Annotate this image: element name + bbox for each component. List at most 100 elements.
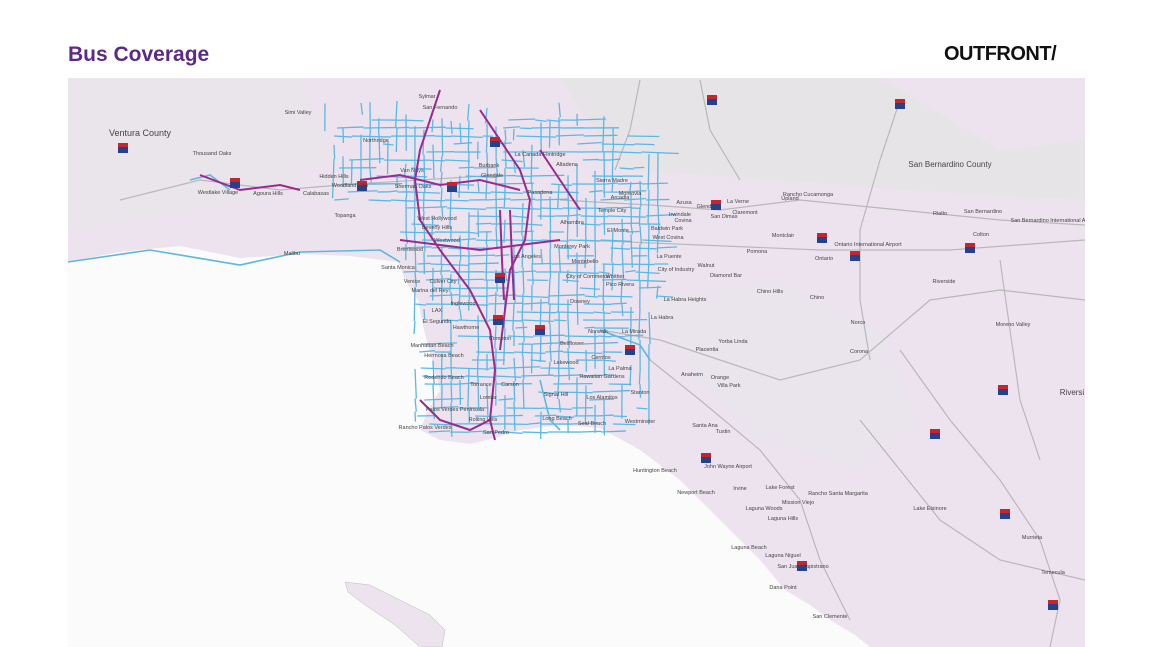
place-label: Bellflower <box>560 341 584 347</box>
bus-route <box>521 149 526 410</box>
place-label: Lakewood <box>553 360 578 366</box>
logo: OUTFRONT/ <box>944 43 1057 65</box>
place-label: Sylmar <box>418 94 435 100</box>
bus-route <box>422 374 614 379</box>
place-label: El Monte <box>607 228 629 234</box>
place-label: Orange <box>711 375 729 381</box>
place-label: Norwalk <box>588 329 608 335</box>
place-label: Walnut <box>698 263 715 269</box>
road <box>999 259 1041 461</box>
place-label: Laguna Hills <box>768 516 799 522</box>
place-label: Rancho Santa Margarita <box>808 491 869 497</box>
place-label: West Hollywood <box>417 216 456 222</box>
shield <box>707 95 717 99</box>
place-label: Cerritos <box>591 355 611 361</box>
place-label: Los Angeles <box>511 254 541 260</box>
bus-route <box>411 222 661 227</box>
bus-route <box>611 127 615 291</box>
shield <box>930 433 940 439</box>
place-label: Sierra Madre <box>596 178 628 184</box>
place-label: Long Beach <box>542 416 571 422</box>
bus-route <box>371 118 607 123</box>
shield <box>998 389 1008 395</box>
bus-route <box>629 181 634 386</box>
road <box>699 79 741 181</box>
place-label: John Wayne Airport <box>704 464 752 470</box>
bus-route <box>620 218 625 419</box>
place-label: Montclair <box>772 233 794 239</box>
place-label: La Palma <box>608 366 632 372</box>
shield <box>1048 604 1058 610</box>
place-label: Hidden Hills <box>319 174 349 180</box>
place-label: Compton <box>489 336 511 342</box>
bus-route <box>395 100 399 188</box>
place-label: Temple City <box>598 208 627 214</box>
shield <box>118 143 128 147</box>
bus-route-primary <box>499 209 505 301</box>
place-label: San Juan Capistrano <box>777 564 828 570</box>
place-label: Laguna Niguel <box>765 553 800 559</box>
bus-route <box>350 160 353 184</box>
shield <box>230 178 240 182</box>
place-label: Laguna Woods <box>746 506 783 512</box>
bus-route <box>369 102 372 183</box>
place-label: Newport Beach <box>677 490 715 496</box>
place-label: Culver City <box>430 279 457 285</box>
region-label: Ventura County <box>109 128 172 138</box>
shield <box>930 429 940 433</box>
bus-route <box>566 175 571 434</box>
place-label: Torrance <box>470 382 491 388</box>
place-label: Rialto <box>933 211 947 217</box>
shield <box>895 99 905 103</box>
road <box>859 99 901 361</box>
place-label: El Segundo <box>423 319 451 325</box>
bus-route <box>599 329 651 361</box>
shield <box>895 103 905 109</box>
shield <box>447 186 457 192</box>
region-label: Riversi <box>1060 388 1085 397</box>
place-label: Brentwood <box>397 247 423 253</box>
bus-route <box>422 341 619 345</box>
place-label: La Habra Heights <box>664 297 707 303</box>
bus-route-primary <box>413 89 497 441</box>
place-label: Hawaiian Gardens <box>579 374 624 380</box>
shield <box>850 251 860 255</box>
bus-route <box>68 249 401 266</box>
place-label: Ontario International Airport <box>834 242 902 248</box>
place-label: Calabasas <box>303 191 329 197</box>
shield <box>490 141 500 147</box>
place-label: Monrovia <box>619 191 643 197</box>
bus-route <box>339 166 645 170</box>
place-label: La Mirada <box>622 329 647 335</box>
place-label: Stanton <box>631 390 650 396</box>
place-label: Carson <box>501 382 519 388</box>
bus-route <box>471 359 616 362</box>
bus-route <box>360 102 364 181</box>
place-label: Van Nuys <box>400 168 424 174</box>
place-label: Colton <box>973 232 989 238</box>
place-label: LAX <box>432 308 443 314</box>
bus-route <box>419 350 623 355</box>
place-label: Santa Monica <box>381 265 416 271</box>
place-label: Santa Ana <box>692 423 718 429</box>
shield <box>357 185 367 191</box>
place-label: Glendora <box>697 204 721 210</box>
shield <box>495 273 505 277</box>
place-label: San Clemente <box>813 614 848 620</box>
place-label: Diamond Bar <box>710 273 742 279</box>
place-label: Thousand Oaks <box>193 151 232 157</box>
place-label: Irvine <box>733 486 746 492</box>
place-label: Anaheim <box>681 372 703 378</box>
shield <box>707 99 717 105</box>
shield <box>797 565 807 571</box>
bus-route <box>602 116 606 436</box>
place-label: Venice <box>404 279 421 285</box>
place-label: City of Industry <box>658 267 695 273</box>
shield <box>965 247 975 253</box>
place-label: Glendale <box>481 173 503 179</box>
place-label: Agoura Hills <box>253 191 283 197</box>
place-label: Alhambra <box>560 220 584 226</box>
title: Bus Coverage <box>68 43 210 66</box>
place-label: Montebello <box>572 259 599 265</box>
labels: Ventura County San Bernardino County River… <box>109 94 1085 620</box>
